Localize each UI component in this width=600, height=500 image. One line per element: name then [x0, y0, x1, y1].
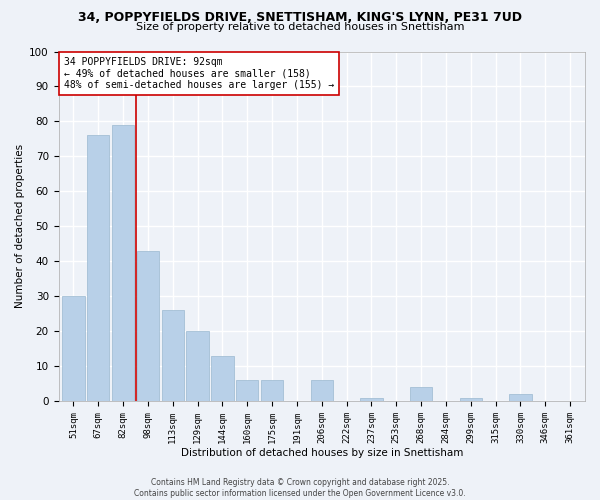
Bar: [261, 380, 283, 402]
Bar: [236, 380, 259, 402]
Text: 34 POPPYFIELDS DRIVE: 92sqm
← 49% of detached houses are smaller (158)
48% of se: 34 POPPYFIELDS DRIVE: 92sqm ← 49% of det…: [64, 56, 334, 90]
Bar: [137, 251, 159, 402]
Bar: [311, 380, 333, 402]
Y-axis label: Number of detached properties: Number of detached properties: [15, 144, 25, 308]
Bar: [187, 332, 209, 402]
Bar: [112, 125, 134, 402]
Bar: [509, 394, 532, 402]
Text: 34, POPPYFIELDS DRIVE, SNETTISHAM, KING'S LYNN, PE31 7UD: 34, POPPYFIELDS DRIVE, SNETTISHAM, KING'…: [78, 11, 522, 24]
Bar: [460, 398, 482, 402]
Bar: [161, 310, 184, 402]
Bar: [62, 296, 85, 402]
Bar: [410, 388, 432, 402]
Text: Contains HM Land Registry data © Crown copyright and database right 2025.
Contai: Contains HM Land Registry data © Crown c…: [134, 478, 466, 498]
Text: Size of property relative to detached houses in Snettisham: Size of property relative to detached ho…: [136, 22, 464, 32]
Bar: [360, 398, 383, 402]
Bar: [87, 136, 109, 402]
X-axis label: Distribution of detached houses by size in Snettisham: Distribution of detached houses by size …: [181, 448, 463, 458]
Bar: [211, 356, 233, 402]
